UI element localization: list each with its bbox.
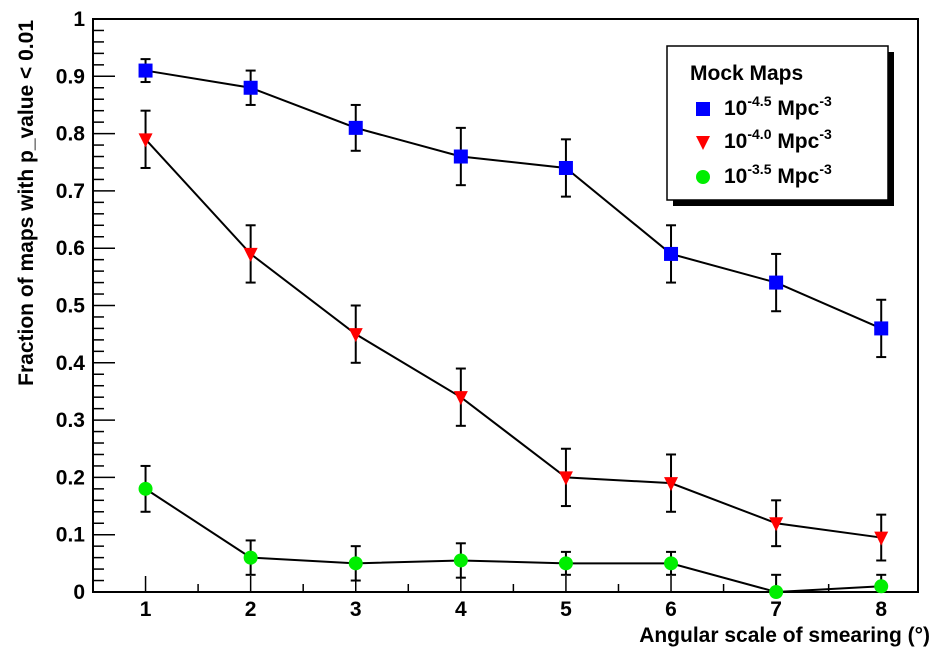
series-1 xyxy=(138,58,889,359)
y-tick-label: 0.2 xyxy=(56,466,85,489)
y-tick-label: 0.3 xyxy=(56,409,85,432)
legend-title: Mock Maps xyxy=(690,62,803,85)
y-tick-label: 0.7 xyxy=(56,180,85,203)
data-point xyxy=(558,471,573,486)
series-layer xyxy=(138,58,889,599)
data-point xyxy=(769,585,784,599)
axes: 1 2 3 4 5 6 7 8 0 0.1 0.2 0.3 0.4 0.5 0.6 0.7 0.8 0.9 1 xyxy=(56,8,919,621)
legend: Mock Maps 10-4.5 Mpc-3 10-4.0 Mpc-3 10-3.5 … xyxy=(666,45,894,206)
x-tick-label: 8 xyxy=(875,598,887,621)
data-point xyxy=(558,160,573,175)
legend-entry-label: 10-4.0 Mpc-3 xyxy=(724,126,832,153)
x-axis-label: Angular scale of smearing (°) xyxy=(639,624,930,647)
legend-marker xyxy=(696,102,710,116)
legend-entry-label: 10-4.5 Mpc-3 xyxy=(724,93,832,120)
data-point xyxy=(138,63,153,78)
data-point xyxy=(664,246,679,261)
data-point xyxy=(874,321,889,336)
data-point xyxy=(769,275,784,290)
data-point xyxy=(664,556,679,571)
x-tick-label: 5 xyxy=(560,598,572,621)
y-tick-label: 0 xyxy=(73,581,85,604)
data-point xyxy=(348,328,363,343)
data-point xyxy=(453,149,468,164)
y-tick-label: 1 xyxy=(73,8,85,31)
data-point xyxy=(348,120,363,135)
legend-entry-label: 10-3.5 Mpc-3 xyxy=(724,161,832,188)
x-tick-label: 2 xyxy=(245,598,257,621)
data-point xyxy=(138,133,153,148)
y-tick-label: 0.6 xyxy=(56,237,85,260)
data-point xyxy=(453,553,468,568)
series-line xyxy=(145,488,882,594)
x-tick-label: 4 xyxy=(455,598,467,621)
y-tick-label: 0.8 xyxy=(56,123,86,146)
x-tick-label: 6 xyxy=(665,598,677,621)
y-axis-label: Fraction of maps with p_value < 0.01 xyxy=(15,20,38,386)
x-tick-label: 7 xyxy=(770,598,782,621)
data-point xyxy=(558,556,573,571)
y-tick-label: 0.4 xyxy=(56,352,86,375)
legend-marker xyxy=(696,170,710,184)
data-point xyxy=(243,247,258,262)
data-point xyxy=(664,477,679,492)
series-line xyxy=(145,69,882,330)
data-point xyxy=(874,579,889,594)
series-line xyxy=(144,138,882,539)
data-point xyxy=(348,556,363,571)
data-point xyxy=(138,481,153,496)
data-point xyxy=(243,80,258,95)
data-point xyxy=(769,517,784,532)
x-tick-label: 1 xyxy=(140,598,152,621)
series-2 xyxy=(138,109,889,562)
x-tick-label: 3 xyxy=(350,598,362,621)
legend-marker xyxy=(696,136,710,150)
data-point xyxy=(243,550,258,565)
y-tick-label: 0.1 xyxy=(56,524,86,547)
y-tick-label: 0.9 xyxy=(56,65,85,88)
data-point xyxy=(453,391,468,406)
data-point xyxy=(874,531,889,546)
y-tick-label: 0.5 xyxy=(56,295,86,318)
series-3 xyxy=(138,464,889,599)
